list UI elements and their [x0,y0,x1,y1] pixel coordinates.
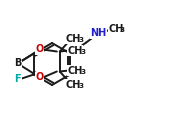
Text: 3: 3 [78,37,83,44]
Text: 3: 3 [80,70,85,76]
Text: CH: CH [67,46,83,55]
Text: 3: 3 [120,27,125,34]
Text: O: O [36,44,44,55]
Text: CH: CH [65,34,81,44]
Text: CH: CH [65,79,81,89]
Text: CH: CH [67,65,83,76]
Text: F: F [15,74,21,84]
Text: 3: 3 [78,84,83,89]
Text: 3: 3 [80,50,85,55]
Text: NH: NH [90,29,106,39]
Text: O: O [36,72,44,82]
Text: CH: CH [108,23,124,34]
Text: B: B [14,58,22,69]
